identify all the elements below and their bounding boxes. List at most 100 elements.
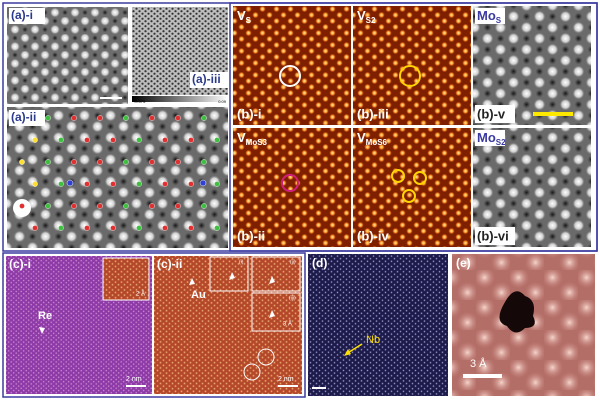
label-bg bbox=[190, 72, 228, 88]
panel-label: (b)-vi bbox=[477, 228, 509, 243]
defect-marker bbox=[391, 169, 405, 183]
label-bg bbox=[9, 110, 45, 126]
atom-dot bbox=[110, 181, 116, 187]
panel-label: (b)-iv bbox=[357, 228, 390, 243]
defect-sub: MoS3 bbox=[246, 138, 268, 147]
atom-dot bbox=[45, 115, 51, 121]
scale-text: 2 Å bbox=[136, 291, 145, 298]
colorbar-max: 0.09 bbox=[218, 99, 227, 104]
atom-dot bbox=[214, 225, 220, 231]
colorbar bbox=[132, 96, 228, 102]
panel-label: (a)-ii bbox=[11, 110, 36, 124]
panel-label: (c)-i bbox=[9, 257, 31, 271]
atom-dot bbox=[136, 225, 142, 231]
atom-dot bbox=[32, 181, 38, 187]
atom-dot bbox=[84, 181, 90, 187]
arrow bbox=[39, 327, 45, 334]
annotation: Re bbox=[38, 310, 52, 322]
scale-text: 2 nm bbox=[278, 376, 294, 383]
atom-dot bbox=[123, 115, 129, 121]
atom-dot bbox=[149, 115, 155, 121]
panel-label: (a)-iii bbox=[192, 72, 221, 86]
defect-marker bbox=[279, 65, 301, 87]
label-bg bbox=[475, 8, 505, 24]
atom-dot bbox=[19, 203, 25, 209]
atom-dot bbox=[188, 137, 194, 143]
atom-dot bbox=[32, 225, 38, 231]
atom-dot bbox=[110, 225, 116, 231]
atom-dot bbox=[175, 115, 181, 121]
defect-label: VS bbox=[237, 8, 252, 25]
inset-label: (ii) bbox=[290, 259, 296, 265]
stm-image bbox=[233, 128, 351, 247]
inset bbox=[251, 292, 301, 332]
stm-image bbox=[353, 128, 471, 247]
defect-marker bbox=[281, 174, 299, 192]
atom-dot bbox=[149, 159, 155, 165]
defect-marker bbox=[399, 65, 421, 87]
atom-dot bbox=[97, 159, 103, 165]
defect-main: V bbox=[357, 130, 366, 145]
atom-dot bbox=[136, 181, 142, 187]
atom-dot bbox=[97, 115, 103, 121]
atom-dot bbox=[45, 203, 51, 209]
inset-label: (iii) bbox=[289, 295, 296, 301]
defect-marker bbox=[413, 171, 427, 185]
arrow-head bbox=[344, 349, 351, 356]
atom-dot bbox=[71, 159, 77, 165]
defect-main: Mo bbox=[477, 8, 496, 23]
panel-label: (c)-ii bbox=[157, 257, 182, 271]
atom-dot bbox=[214, 181, 220, 187]
frame-b bbox=[229, 2, 598, 252]
defect-label: MoS bbox=[477, 8, 502, 25]
scale-text: 2 nm bbox=[126, 376, 142, 383]
defect-label: VMoS3 bbox=[237, 130, 268, 147]
atom-dot bbox=[45, 159, 51, 165]
defect-main: V bbox=[357, 8, 366, 23]
defect-sub: S bbox=[246, 16, 252, 25]
defect bbox=[499, 291, 535, 333]
atom-dot bbox=[97, 203, 103, 209]
atom-dot bbox=[175, 159, 181, 165]
atom-dot bbox=[58, 137, 64, 143]
label-bg bbox=[9, 8, 45, 24]
atom-dot bbox=[58, 181, 64, 187]
atom-dot bbox=[201, 115, 207, 121]
inset-label: (i) bbox=[239, 259, 244, 265]
atom-dot bbox=[214, 137, 220, 143]
atom-dot bbox=[199, 179, 207, 187]
panel-label: (d) bbox=[312, 256, 327, 270]
atom-dot bbox=[162, 137, 168, 143]
scale-text: 3 Å bbox=[470, 357, 487, 370]
atom-dot bbox=[162, 181, 168, 187]
atom-dot bbox=[71, 115, 77, 121]
atom-dot bbox=[123, 203, 129, 209]
defect-sub: S bbox=[496, 16, 502, 25]
frame-c bbox=[2, 252, 306, 398]
label-bg bbox=[475, 227, 515, 245]
arrow bbox=[189, 278, 195, 285]
panel-label: (b)-ii bbox=[237, 228, 265, 243]
inset bbox=[251, 256, 301, 292]
panel-label: (a)-i bbox=[11, 8, 33, 22]
defect-marker bbox=[402, 189, 416, 203]
atom-dot bbox=[84, 137, 90, 143]
defect-label: MoS2 bbox=[477, 130, 506, 147]
scale-text: 3 Å bbox=[283, 321, 292, 328]
atom-dot bbox=[58, 225, 64, 231]
defect-main: Mo bbox=[477, 130, 496, 145]
atom-dot bbox=[66, 179, 74, 187]
inset bbox=[102, 257, 150, 301]
atom-dot bbox=[188, 225, 194, 231]
defect-sub: S2 bbox=[496, 138, 506, 147]
atom-dot bbox=[188, 181, 194, 187]
atom-dot bbox=[201, 159, 207, 165]
circle bbox=[257, 348, 275, 366]
circle bbox=[243, 363, 261, 381]
atom-dot bbox=[19, 159, 25, 165]
annotation: Nb bbox=[366, 334, 380, 346]
atom-dot bbox=[84, 225, 90, 231]
annotation: Au bbox=[191, 289, 206, 301]
panel-label: (b)-v bbox=[477, 106, 506, 121]
